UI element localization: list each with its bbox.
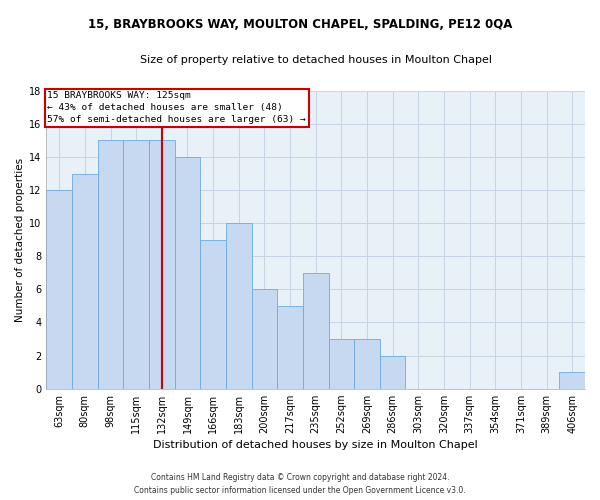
Text: 15, BRAYBROOKS WAY, MOULTON CHAPEL, SPALDING, PE12 0QA: 15, BRAYBROOKS WAY, MOULTON CHAPEL, SPAL… <box>88 18 512 30</box>
Text: Contains HM Land Registry data © Crown copyright and database right 2024.
Contai: Contains HM Land Registry data © Crown c… <box>134 474 466 495</box>
Bar <box>226 223 251 388</box>
Bar <box>200 240 226 388</box>
Title: Size of property relative to detached houses in Moulton Chapel: Size of property relative to detached ho… <box>140 55 492 65</box>
Bar <box>354 339 380 388</box>
Bar <box>46 190 72 388</box>
Bar <box>559 372 585 388</box>
Bar <box>303 273 329 388</box>
Text: 15 BRAYBROOKS WAY: 125sqm
← 43% of detached houses are smaller (48)
57% of semi-: 15 BRAYBROOKS WAY: 125sqm ← 43% of detac… <box>47 92 306 124</box>
Bar <box>98 140 124 388</box>
Y-axis label: Number of detached properties: Number of detached properties <box>15 158 25 322</box>
Bar <box>277 306 303 388</box>
Bar <box>251 290 277 388</box>
Bar <box>329 339 354 388</box>
Bar <box>149 140 175 388</box>
Bar <box>72 174 98 388</box>
Bar <box>175 157 200 388</box>
Bar <box>124 140 149 388</box>
Bar <box>380 356 406 388</box>
X-axis label: Distribution of detached houses by size in Moulton Chapel: Distribution of detached houses by size … <box>154 440 478 450</box>
